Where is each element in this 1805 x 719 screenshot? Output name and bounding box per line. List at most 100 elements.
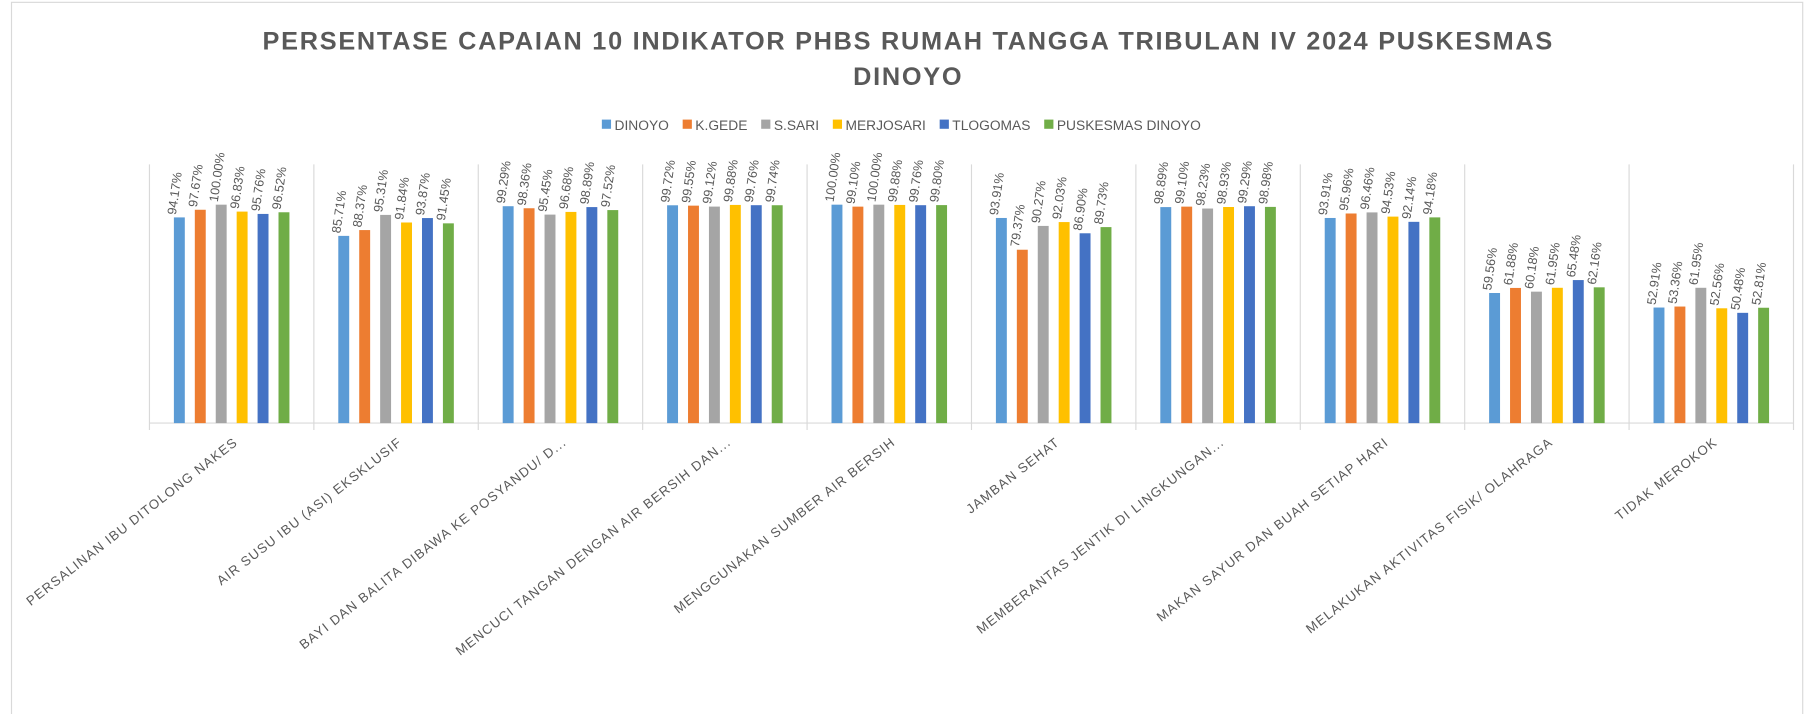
bar [729,204,741,424]
bar [1160,207,1172,424]
data-label: 99.29% [494,160,514,204]
data-label: 97.67% [186,164,206,208]
bar [1181,206,1193,424]
bar [1551,287,1563,424]
bar [1674,306,1686,424]
bar [401,222,412,424]
bar [359,230,371,424]
bar [502,206,514,424]
bar [771,205,783,424]
legend-swatch [601,119,612,129]
bar [1037,225,1049,424]
bar [1758,307,1770,424]
bar [688,205,699,424]
data-label: 94.18% [1420,171,1440,215]
data-label: 61.88% [1501,242,1521,286]
bar [421,218,433,424]
bar [1408,221,1420,424]
bar [1510,287,1521,424]
bar [995,217,1007,424]
data-label: 99.76% [906,159,926,203]
data-label: 88.37% [350,184,370,228]
bar [708,206,720,424]
bar [1737,312,1749,424]
data-label: 93.91% [1316,172,1336,216]
data-label: 79.37% [1008,203,1028,247]
data-label: 100.00% [864,151,885,202]
data-label: 53.36% [1666,260,1686,304]
data-label: 99.76% [742,159,762,203]
bar [1345,213,1357,424]
data-label: 95.45% [536,168,556,212]
bar [173,217,185,424]
bar [936,205,948,424]
data-label: 96.68% [557,166,577,210]
legend-label: DINOYO [614,118,669,133]
bar [1530,291,1542,424]
data-label: 98.23% [1193,162,1213,206]
legend-label: K.GEDE [695,118,747,133]
data-label: 100.00% [207,151,228,202]
data-label: 85.71% [329,190,349,234]
bar [380,214,392,424]
data-label: 100.00% [823,151,844,202]
chart-title: PERSENTASE CAPAIAN 10 INDIKATOR PHBS RUM… [262,26,1554,91]
bar [1593,287,1605,424]
legend: DINOYO K.GEDE S.SARI MERJOSARI TLOGOMAS PUSKE… [601,118,1201,133]
chart-border [10,1,1804,719]
data-label: 86.90% [1071,187,1091,231]
data-label: 98.89% [1151,161,1171,205]
data-label: 60.18% [1522,245,1542,289]
data-label: 52.56% [1707,262,1727,306]
legend-label: TLOGOMAS [952,118,1030,133]
data-label: 91.45% [434,177,454,221]
data-label: 94.53% [1379,170,1399,214]
bar [667,205,679,424]
data-label: 89.73% [1092,181,1112,225]
data-label: 98.98% [1256,161,1276,205]
bar [831,204,843,424]
legend-swatch [1044,119,1054,129]
data-label: 99.10% [1172,160,1192,204]
bar [236,211,248,424]
data-label: 65.48% [1564,234,1584,278]
bar [523,208,535,424]
bar [1695,287,1707,424]
bar [278,212,290,424]
bar [1324,217,1336,424]
bar [257,213,269,424]
bar [873,204,885,424]
bar [1489,293,1501,424]
legend-swatch [682,119,692,129]
bar [894,204,906,424]
bar [915,205,927,424]
data-label: 99.72% [658,159,678,203]
data-label: 96.46% [1358,166,1378,210]
data-label: 99.80% [927,159,947,203]
data-label: 99.88% [721,159,741,203]
bar [586,207,598,424]
data-label: 99.88% [885,159,905,203]
bar [1264,206,1276,424]
data-label: 93.87% [413,172,433,216]
bar [1387,216,1399,424]
data-label: 61.95% [1686,242,1706,286]
data-label: 99.55% [679,159,699,203]
data-label: 94.17% [165,171,185,215]
data-label: 52.91% [1645,261,1665,305]
data-label: 99.74% [763,159,783,203]
data-label: 98.36% [515,162,535,206]
bar [1572,280,1584,424]
data-label: 96.83% [228,165,248,209]
bar [1716,308,1728,424]
bar [1244,206,1255,424]
bar [1016,249,1028,424]
data-label: 59.56% [1480,247,1500,291]
bar [565,211,577,424]
data-label: 95.76% [249,168,269,212]
legend-swatch [832,119,843,129]
legend-label: MERJOSARI [845,118,925,133]
data-label: 99.12% [700,160,720,204]
legend-label: S.SARI [774,118,819,133]
bar [1366,212,1378,424]
